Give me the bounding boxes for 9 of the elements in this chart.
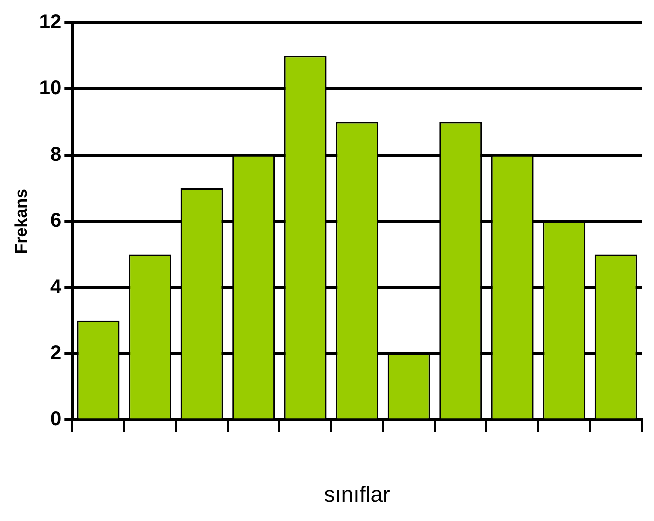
y-tick-label: 0	[50, 408, 62, 431]
y-axis-title: Frekans	[12, 189, 31, 254]
y-tick-label: 4	[50, 276, 63, 298]
y-tick-label: 2	[50, 342, 62, 365]
y-tick-label: 8	[50, 144, 62, 166]
x-axis-title: sınıflar	[324, 482, 390, 507]
y-tick-label: 10	[39, 78, 62, 100]
y-tick-label: 12	[39, 12, 62, 34]
y-tick-label: 6	[50, 210, 62, 232]
